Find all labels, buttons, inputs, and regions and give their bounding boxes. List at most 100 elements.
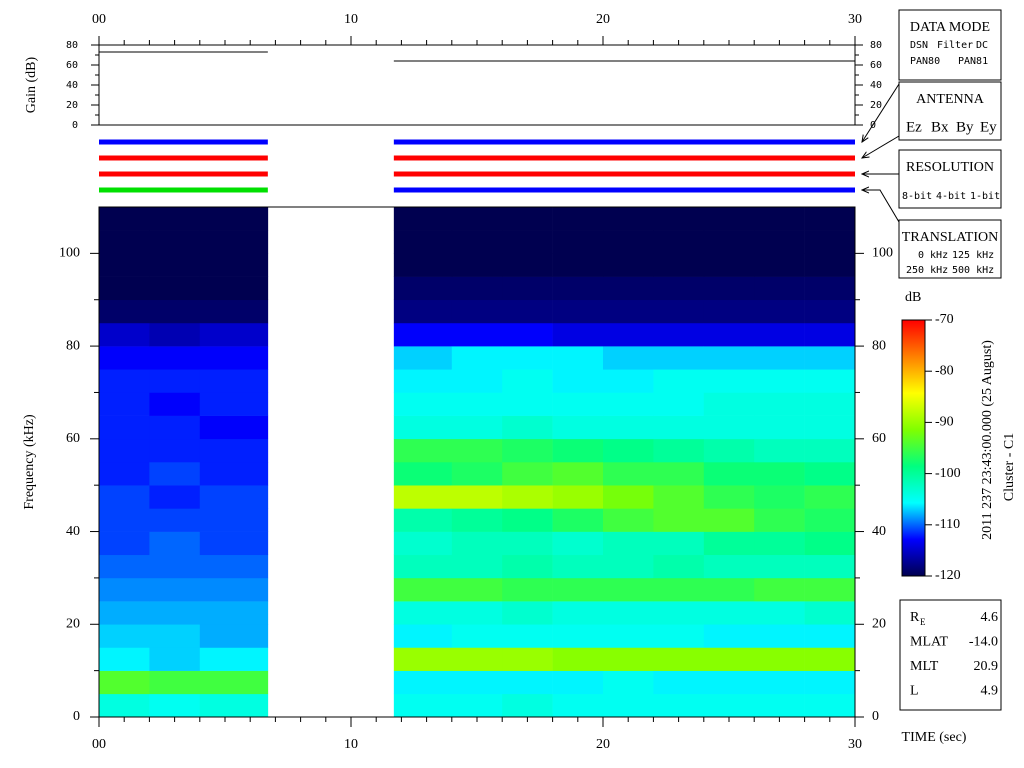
colorbar-tick-label: -100	[935, 466, 961, 481]
spectrogram-cell	[754, 438, 805, 463]
spectrogram-cell	[393, 601, 453, 625]
spectrogram-cell	[804, 253, 856, 277]
spectrogram-cell	[552, 601, 604, 625]
spectrogram-cell	[603, 392, 654, 416]
spectrogram-cell	[99, 299, 150, 324]
spectrogram-cell	[603, 508, 654, 532]
spectrogram-cell	[653, 438, 705, 463]
spectrogram-cell	[393, 554, 453, 579]
spectrogram-cell	[552, 230, 604, 254]
info-value: 4.6	[981, 610, 999, 625]
spectrogram-cell	[149, 438, 201, 463]
spectrogram-cell	[653, 601, 705, 625]
gain-axis-label: Gain (dB)	[24, 56, 39, 113]
spectrogram-cell	[99, 485, 150, 509]
info-label: R	[910, 610, 920, 625]
info-label: MLAT	[910, 635, 949, 650]
spectrogram-cell	[603, 276, 654, 301]
legend-title: TRANSLATION	[902, 230, 998, 245]
spectrogram-cell	[653, 693, 705, 718]
spectrogram-cell	[603, 253, 654, 277]
x-tick-label: 30	[848, 12, 862, 27]
spectrogram-cell	[149, 369, 201, 393]
spectrogram-cell	[603, 346, 654, 370]
spectrogram-cell	[754, 601, 805, 625]
spectrogram-cell	[149, 601, 201, 625]
spectrogram-cell	[451, 276, 503, 301]
spectrogram-cell	[653, 276, 705, 301]
gain-tick-label: 80	[870, 40, 882, 51]
spectrogram-cell	[99, 647, 150, 671]
spectrogram-cell	[199, 369, 269, 393]
spectrogram-cell	[754, 670, 805, 695]
spectrogram-cell	[99, 693, 150, 718]
legend-item: 8-bit	[902, 191, 932, 202]
spectrogram-cell	[603, 299, 654, 324]
spectrogram-cell	[149, 299, 201, 324]
spectrogram-cell	[502, 299, 553, 324]
spectrogram-cell	[451, 322, 503, 347]
y-tick-label: 0	[73, 709, 80, 724]
spectrogram-cell	[754, 299, 805, 324]
spectrogram-cell	[199, 207, 269, 231]
legend-title: RESOLUTION	[906, 160, 994, 175]
spectrogram-cell	[552, 392, 604, 416]
spectrogram-cell	[603, 485, 654, 509]
spectrogram-cell	[451, 230, 503, 254]
spectrogram-cell	[703, 415, 755, 440]
spectrogram-cell	[451, 438, 503, 463]
legend-item: 250 kHz	[906, 265, 948, 276]
spectrogram-cell	[149, 577, 201, 602]
spectrogram-cell	[804, 647, 856, 671]
spectrogram-cell	[199, 624, 269, 648]
spectrogram-cell	[199, 415, 269, 440]
spectrogram-cell	[502, 462, 553, 486]
spectrogram-cell	[451, 531, 503, 556]
spectrogram-cell	[653, 369, 705, 393]
y-tick-label: 0	[872, 709, 879, 724]
spectrogram-cell	[393, 322, 453, 347]
spectrogram-cell	[703, 624, 755, 648]
legend-item: 0 kHz	[918, 250, 948, 261]
spectrogram-cell	[393, 207, 453, 231]
spectrogram-cell	[149, 670, 201, 695]
spectrogram-cell	[603, 415, 654, 440]
spectrogram-cell	[804, 207, 856, 231]
spectrogram-cell	[703, 230, 755, 254]
spectrogram-cell	[393, 253, 453, 277]
spectrogram-cell	[502, 253, 553, 277]
spectrogram-cell	[393, 276, 453, 301]
spectrogram-cell	[703, 601, 755, 625]
legend-item: Filter	[937, 40, 973, 51]
spectrogram-cell	[754, 462, 805, 486]
spectrogram-cell	[149, 647, 201, 671]
spectrogram-cell	[502, 369, 553, 393]
spectrogram-cell	[502, 415, 553, 440]
spectrogram-cell	[502, 601, 553, 625]
spectrogram-cell	[653, 670, 705, 695]
spectrogram-cell	[653, 253, 705, 277]
spectrogram-cell	[703, 369, 755, 393]
y-tick-label: 100	[59, 246, 80, 261]
spectrogram-cell	[99, 601, 150, 625]
spectrogram-cell	[603, 624, 654, 648]
colorbar-tick-label: -90	[935, 415, 954, 430]
spectrogram-cell	[804, 508, 856, 532]
spectrogram-cell	[653, 508, 705, 532]
spectrogram-cell	[754, 415, 805, 440]
legend-item: DC	[976, 40, 988, 51]
spectrogram-cell	[451, 670, 503, 695]
spectrogram-cell	[754, 322, 805, 347]
spectrogram-cell	[451, 415, 503, 440]
legend-item: PAN81	[958, 56, 988, 67]
gain-tick-label: 0	[870, 120, 876, 131]
spectrogram-cell	[804, 462, 856, 486]
spectrogram-cell	[653, 230, 705, 254]
spectrogram-cell	[393, 647, 453, 671]
spectrogram-cell	[804, 624, 856, 648]
spectrogram-cell	[754, 346, 805, 370]
spectrogram-cell	[393, 462, 453, 486]
legend-item: PAN80	[910, 56, 940, 67]
spectrogram-cell	[502, 438, 553, 463]
gain-tick-label: 0	[72, 120, 78, 131]
